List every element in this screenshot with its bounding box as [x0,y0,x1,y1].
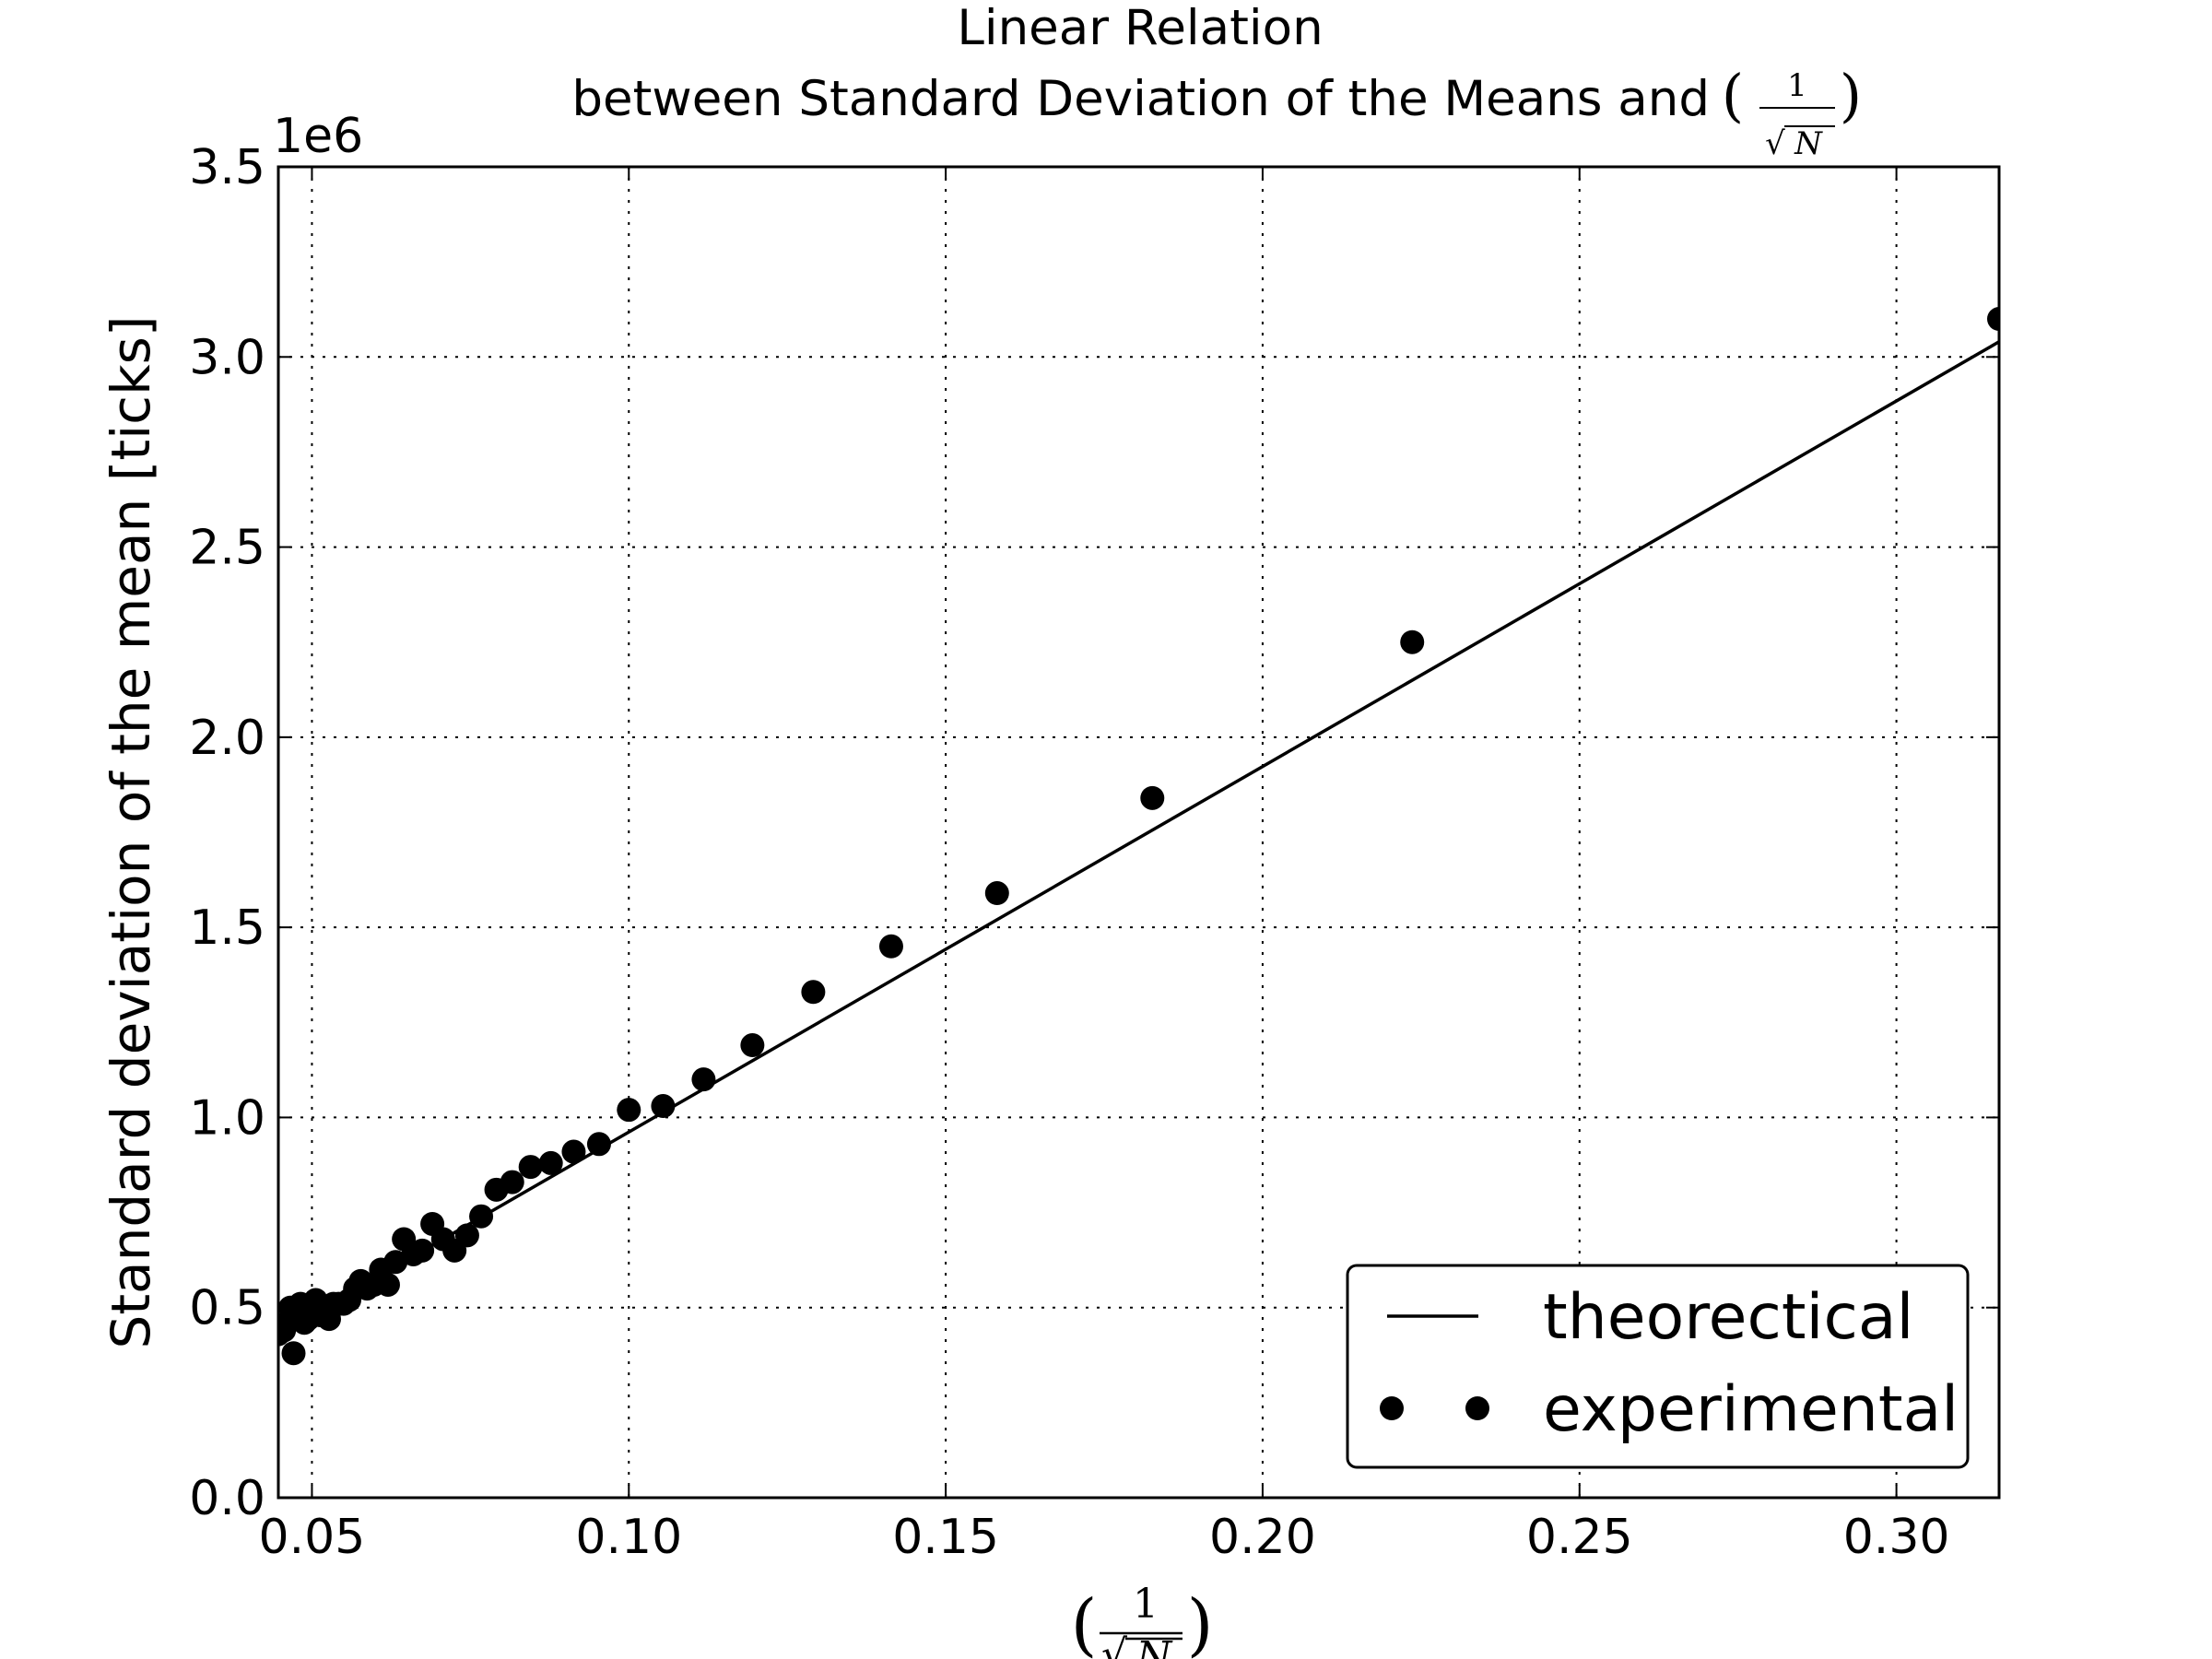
experimental-point [561,1139,586,1164]
legend-experimental-swatch-dot-1 [1380,1396,1404,1420]
theoretical-line [278,340,1999,1336]
experimental-point [420,1211,445,1236]
plot-frame [276,165,2001,1500]
y-axis-label: Standard deviation of the mean [ticks] [100,315,162,1348]
experimental-point [740,1033,765,1058]
y-tick-label: 2.0 [189,711,265,766]
x-label-numerator: 1 [1133,1581,1159,1628]
grid-lines [278,167,1999,1498]
experimental-point [878,934,903,959]
experimental-point [1140,785,1165,810]
svg-text:√: √ [1101,1631,1128,1659]
axis-tick-labels: 0.05 0.10 0.15 0.20 0.25 0.30 0.0 0.5 1.0 1.5 2.0 2… [189,140,1949,1565]
experimental-point [691,1067,716,1092]
svg-text:): ) [1840,62,1862,129]
x-tick-label: 0.05 [259,1510,366,1565]
legend-experimental-label: experimental [1543,1373,1959,1446]
legend-experimental-swatch-dot-2 [1465,1396,1489,1420]
title-fraction-numerator: 1 [1787,67,1807,104]
chart-title-line-1: Linear Relation [957,0,1323,56]
experimental-point [801,980,826,1005]
svg-text:√: √ [1765,125,1785,162]
y-tick-label: 2.5 [189,521,265,576]
title-fraction-radicand: N [1794,125,1823,162]
experimental-point [484,1177,509,1202]
y-axis-offset-label: 1e6 [273,109,363,164]
x-tick-label: 0.25 [1526,1510,1633,1565]
experimental-point [281,1341,306,1366]
x-axis-label: ( 1 √ N ) [1071,1581,1214,1659]
experimental-point [984,881,1009,906]
experimental-point [586,1132,611,1157]
svg-text:): ) [1187,1585,1214,1659]
experimental-point [392,1227,417,1252]
x-label-radicand: N [1135,1633,1173,1659]
y-tick-label: 0.5 [189,1281,265,1336]
experimental-point [538,1150,563,1175]
y-tick-label: 1.0 [189,1090,265,1146]
legend: theorectical experimental [1346,1264,1970,1469]
experimental-point [469,1204,494,1229]
experimental-point [518,1155,543,1180]
axis-ticks [278,166,1999,1499]
y-tick-label: 0.0 [189,1471,265,1526]
experimental-point [651,1094,676,1119]
legend-box [1346,1264,1970,1469]
experimental-points [278,307,1999,1366]
experimental-point [617,1098,641,1123]
legend-theoretical-label: theorectical [1543,1281,1913,1354]
y-tick-label: 3.5 [189,140,265,195]
y-tick-label: 3.0 [189,330,265,385]
x-tick-label: 0.15 [892,1510,999,1565]
plot-series [278,307,1999,1366]
experimental-point [278,1322,290,1347]
chart-title-line-2: between Standard Deviation of the Means … [571,71,1710,127]
svg-text:(: ( [1071,1585,1098,1659]
x-tick-label: 0.10 [575,1510,682,1565]
experimental-point [1987,307,1999,332]
svg-text:(: ( [1722,62,1744,129]
y-tick-label: 1.5 [189,900,265,956]
title-math-fraction: ( 1 √ N ) [1722,62,1862,162]
experimental-point [1400,629,1425,654]
x-tick-label: 0.30 [1843,1510,1950,1565]
x-tick-label: 0.20 [1209,1510,1316,1565]
